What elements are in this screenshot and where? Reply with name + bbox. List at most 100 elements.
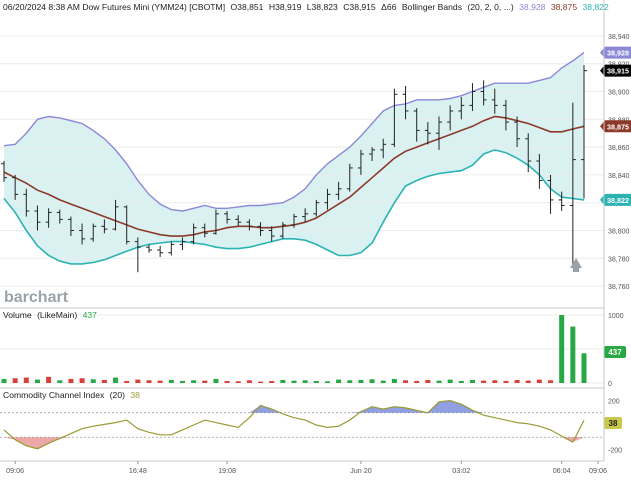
price-bar bbox=[581, 65, 587, 199]
price-bar bbox=[79, 223, 86, 245]
volume-bar bbox=[514, 379, 520, 383]
cci-tick-label: 200 bbox=[608, 399, 620, 406]
volume-bar bbox=[124, 380, 130, 383]
volume-bar bbox=[46, 376, 52, 383]
volume-bar bbox=[191, 380, 197, 383]
volume-bar bbox=[458, 380, 464, 383]
watermark-logo: barchart bbox=[4, 289, 69, 306]
price-bar bbox=[424, 122, 431, 145]
price-panel: 38,94038,92038,90038,88038,86038,84038,8… bbox=[0, 2, 631, 306]
price-bar bbox=[257, 222, 264, 237]
volume-bar bbox=[213, 378, 219, 383]
volume-bar bbox=[12, 378, 18, 383]
price-tag-lower: 38,822 bbox=[600, 193, 631, 206]
volume-bar bbox=[391, 378, 397, 383]
cci-value: 38 bbox=[130, 390, 140, 400]
volume-bar bbox=[436, 380, 442, 383]
volume-bar bbox=[113, 377, 119, 383]
volume-bar bbox=[358, 379, 364, 383]
price-tag-label: 38,915 bbox=[607, 67, 629, 76]
header-close: C38,915 bbox=[343, 2, 376, 12]
cci-oversold-fill bbox=[4, 437, 584, 449]
header-upper-value: 38,928 bbox=[519, 2, 546, 12]
time-tick-label: 09:06 bbox=[6, 466, 24, 475]
scroll-up-arrow-icon[interactable] bbox=[570, 258, 582, 272]
time-tick-label: 09:06 bbox=[589, 466, 607, 475]
volume-tick-label: 1000 bbox=[608, 313, 624, 320]
cci-title: Commodity Channel Index bbox=[3, 390, 105, 400]
volume-bar bbox=[202, 380, 208, 383]
price-bar bbox=[23, 188, 30, 217]
cci-last-tag: 38 bbox=[604, 417, 622, 429]
volume-bar bbox=[347, 380, 353, 383]
header-lower-value: 38,822 bbox=[583, 2, 610, 12]
header-low: L38,823 bbox=[307, 2, 338, 12]
volume-bar bbox=[280, 379, 286, 383]
price-tag-last: 38,915 bbox=[600, 64, 631, 77]
price-bar bbox=[146, 244, 152, 253]
volume-bar bbox=[581, 353, 587, 383]
price-bar bbox=[480, 80, 487, 106]
price-bar bbox=[291, 213, 297, 228]
cci-params: (20) bbox=[110, 390, 125, 400]
volume-bar bbox=[90, 379, 96, 383]
cci-label: Commodity Channel Index (20) 38 bbox=[3, 390, 140, 400]
time-tick-label: 16:48 bbox=[129, 466, 147, 475]
volume-bar bbox=[258, 381, 264, 383]
price-tag-label: 38,928 bbox=[607, 49, 629, 58]
header-params: (20, 2, 0, ...) bbox=[467, 2, 513, 12]
price-bar bbox=[391, 88, 398, 148]
volume-bar bbox=[414, 380, 420, 383]
header-open: O38,851 bbox=[230, 2, 263, 12]
price-bar bbox=[458, 97, 465, 120]
price-bar bbox=[346, 163, 353, 192]
price-gridlines bbox=[0, 35, 604, 287]
price-bar bbox=[212, 209, 219, 235]
price-tick-label: 38,940 bbox=[608, 34, 630, 41]
volume-tick-label: 0 bbox=[608, 381, 612, 388]
price-tick-label: 38,760 bbox=[608, 284, 630, 291]
header-middle-value: 38,875 bbox=[551, 2, 578, 12]
price-tag-label: 38,822 bbox=[607, 196, 629, 205]
cci-overbought-fill bbox=[4, 400, 584, 413]
volume-bar bbox=[179, 380, 185, 383]
header-title: 06/20/2024 8:38 AM Dow Futures Mini (YMM… bbox=[3, 2, 225, 12]
chart-header: 06/20/2024 8:38 AM Dow Futures Mini (YMM… bbox=[3, 2, 609, 12]
price-bars bbox=[1, 65, 587, 273]
volume-bar bbox=[157, 380, 163, 383]
price-bar bbox=[502, 99, 509, 131]
cci-axis: 200 -200 bbox=[608, 399, 622, 455]
volume-bar bbox=[425, 379, 431, 383]
volume-bar bbox=[469, 379, 475, 383]
volume-value: 437 bbox=[83, 310, 98, 320]
price-bar bbox=[190, 223, 197, 245]
price-bar bbox=[45, 208, 52, 228]
volume-bar bbox=[101, 379, 107, 383]
price-bar bbox=[335, 181, 342, 200]
volume-bar bbox=[481, 380, 487, 383]
volume-bar bbox=[336, 379, 342, 383]
price-bar bbox=[436, 116, 442, 150]
time-tick-label: 06:04 bbox=[553, 466, 571, 475]
volume-bar bbox=[447, 379, 453, 383]
price-bar bbox=[302, 208, 309, 223]
price-bar bbox=[134, 237, 141, 273]
price-bar bbox=[179, 237, 186, 250]
price-bar bbox=[447, 105, 454, 131]
volume-bar bbox=[135, 379, 141, 383]
time-tick-label: 19:08 bbox=[218, 466, 236, 475]
volume-bar bbox=[79, 378, 85, 383]
cci-last-tag-label: 38 bbox=[609, 419, 618, 428]
volume-label: Volume (LikeMain) 437 bbox=[3, 310, 97, 320]
price-tag-label: 38,875 bbox=[607, 122, 629, 131]
price-bar bbox=[402, 85, 409, 120]
volume-bar bbox=[1, 378, 7, 383]
cci-line bbox=[3, 399, 585, 450]
price-tag-upper: 38,928 bbox=[600, 46, 631, 59]
cci-tick-label: -200 bbox=[608, 447, 622, 454]
price-bar bbox=[246, 219, 253, 231]
price-tag-middle: 38,875 bbox=[600, 120, 631, 133]
price-bar bbox=[357, 149, 364, 175]
header-high: H38,919 bbox=[269, 2, 302, 12]
